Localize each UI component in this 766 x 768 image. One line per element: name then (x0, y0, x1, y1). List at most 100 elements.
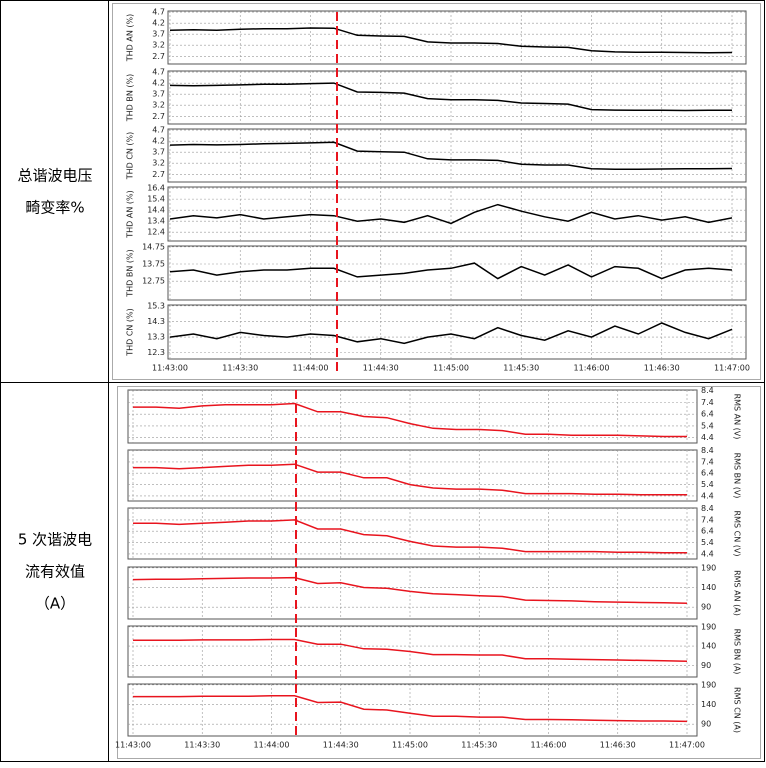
y-tick-label: 4.7 (152, 8, 165, 17)
panel-box (167, 245, 747, 301)
y-tick-label: 190 (701, 680, 716, 689)
chart-frame (117, 386, 761, 759)
x-tick-label: 11:44:00 (254, 741, 290, 750)
data-line (169, 82, 732, 112)
data-line (133, 519, 687, 554)
panels: 4.7 4.2 3.7 3.2 2.7 THD AN (%) 4.7 4.2 3.7 3.2 2.7… (115, 8, 750, 750)
row-label: 流有效值 (25, 563, 85, 581)
y-tick-label: 4.7 (152, 126, 165, 135)
y-tick-label: 4.7 (152, 68, 165, 77)
y-tick-label: 4.4 (701, 433, 714, 442)
data-line (169, 262, 733, 280)
y-tick-label: 3.2 (152, 159, 165, 168)
data-line (133, 638, 688, 662)
panel-box (127, 449, 698, 502)
y-tick-label: 6.4 (701, 527, 714, 536)
y-tick-label: 4.4 (701, 491, 714, 500)
chart-frame (112, 3, 761, 380)
x-tick-label: 11:46:00 (574, 364, 610, 373)
y-axis-label: THD AN (%) (126, 190, 135, 238)
x-tick-label: 11:46:00 (531, 741, 567, 750)
x-tick-label: 11:44:30 (363, 364, 399, 373)
panel-box (167, 186, 747, 242)
y-tick-label: 12.75 (142, 277, 165, 286)
y-tick-label: 16.4 (147, 184, 165, 193)
y-axis-label: RMS CN (A) (733, 687, 742, 733)
y-tick-label: 15.4 (147, 195, 165, 204)
data-line (169, 203, 733, 225)
panel-box (127, 683, 698, 737)
x-tick-label: 11:44:00 (293, 364, 329, 373)
x-tick-label: 11:45:00 (433, 364, 469, 373)
y-axis-label: RMS AN (V) (733, 394, 742, 440)
y-tick-label: 90 (701, 603, 711, 612)
x-tick-label: 11:46:30 (644, 364, 680, 373)
data-line (169, 27, 733, 54)
y-tick-label: 12.4 (147, 228, 165, 237)
y-tick-label: 4.4 (701, 549, 714, 558)
y-tick-label: 90 (701, 720, 711, 729)
y-axis-label: RMS CN (V) (733, 511, 742, 557)
panel-box (127, 566, 698, 620)
y-axis-label: THD BN (%) (126, 74, 135, 122)
y-tick-label: 13.4 (147, 217, 165, 226)
y-tick-label: 140 (701, 583, 716, 592)
y-tick-label: 3.7 (152, 90, 165, 99)
y-tick-label: 2.7 (152, 112, 165, 121)
y-tick-label: 5.4 (701, 421, 714, 430)
x-tick-label: 11:47:00 (714, 364, 750, 373)
x-tick-label: 11:45:30 (503, 364, 539, 373)
x-tick-label: 11:45:00 (392, 741, 428, 750)
y-tick-label: 12.3 (147, 348, 165, 357)
y-axis-label: THD CN (%) (126, 308, 135, 357)
x-tick-label: 11:43:30 (222, 364, 258, 373)
x-tick-label: 11:43:00 (115, 741, 151, 750)
y-axis-label: RMS BN (A) (733, 629, 742, 675)
y-tick-label: 15.3 (147, 301, 165, 310)
y-tick-label: 5.4 (701, 480, 714, 489)
panel-box (167, 304, 747, 360)
y-tick-label: 14.75 (142, 242, 165, 251)
y-tick-label: 7.4 (701, 515, 714, 524)
y-tick-label: 3.2 (152, 101, 165, 110)
y-axis-label: RMS AN (A) (733, 570, 742, 616)
y-tick-label: 14.3 (147, 317, 165, 326)
y-tick-label: 7.4 (701, 398, 714, 407)
y-tick-label: 4.2 (152, 79, 165, 88)
x-tick-label: 11:47:00 (669, 741, 705, 750)
y-axis-label: THD AN (%) (126, 14, 135, 62)
y-tick-label: 2.7 (152, 170, 165, 179)
x-tick-label: 11:46:30 (600, 741, 636, 750)
y-tick-label: 2.7 (152, 52, 165, 61)
row-label: （A） (35, 595, 75, 613)
x-tick-label: 11:44:30 (323, 741, 359, 750)
y-tick-label: 190 (701, 563, 716, 572)
y-tick-label: 5.4 (701, 538, 714, 547)
x-tick-label: 11:45:30 (461, 741, 497, 750)
y-tick-label: 8.4 (701, 504, 714, 513)
row-label: 5 次谐波电 (18, 531, 92, 549)
y-tick-label: 13.75 (142, 260, 165, 269)
y-tick-label: 7.4 (701, 457, 714, 466)
panel-box (167, 70, 747, 125)
y-tick-label: 140 (701, 642, 716, 651)
data-line (133, 402, 687, 438)
y-tick-label: 4.2 (152, 19, 165, 28)
y-tick-label: 3.2 (152, 41, 165, 50)
y-tick-label: 8.4 (701, 446, 714, 455)
y-tick-label: 13.3 (147, 333, 165, 342)
row-label: 畸变率% (25, 199, 84, 217)
data-line (133, 695, 688, 723)
data-line (132, 576, 688, 604)
x-tick-label: 11:43:00 (152, 364, 188, 373)
y-tick-label: 4.2 (152, 137, 165, 146)
y-tick-label: 3.7 (152, 148, 165, 157)
y-axis-label: RMS BN (V) (733, 453, 742, 499)
x-tick-label: 11:43:30 (184, 741, 220, 750)
row-label: 总谐波电压 (17, 167, 92, 185)
data-line (169, 141, 733, 170)
y-axis-label: THD CN (%) (126, 132, 135, 181)
